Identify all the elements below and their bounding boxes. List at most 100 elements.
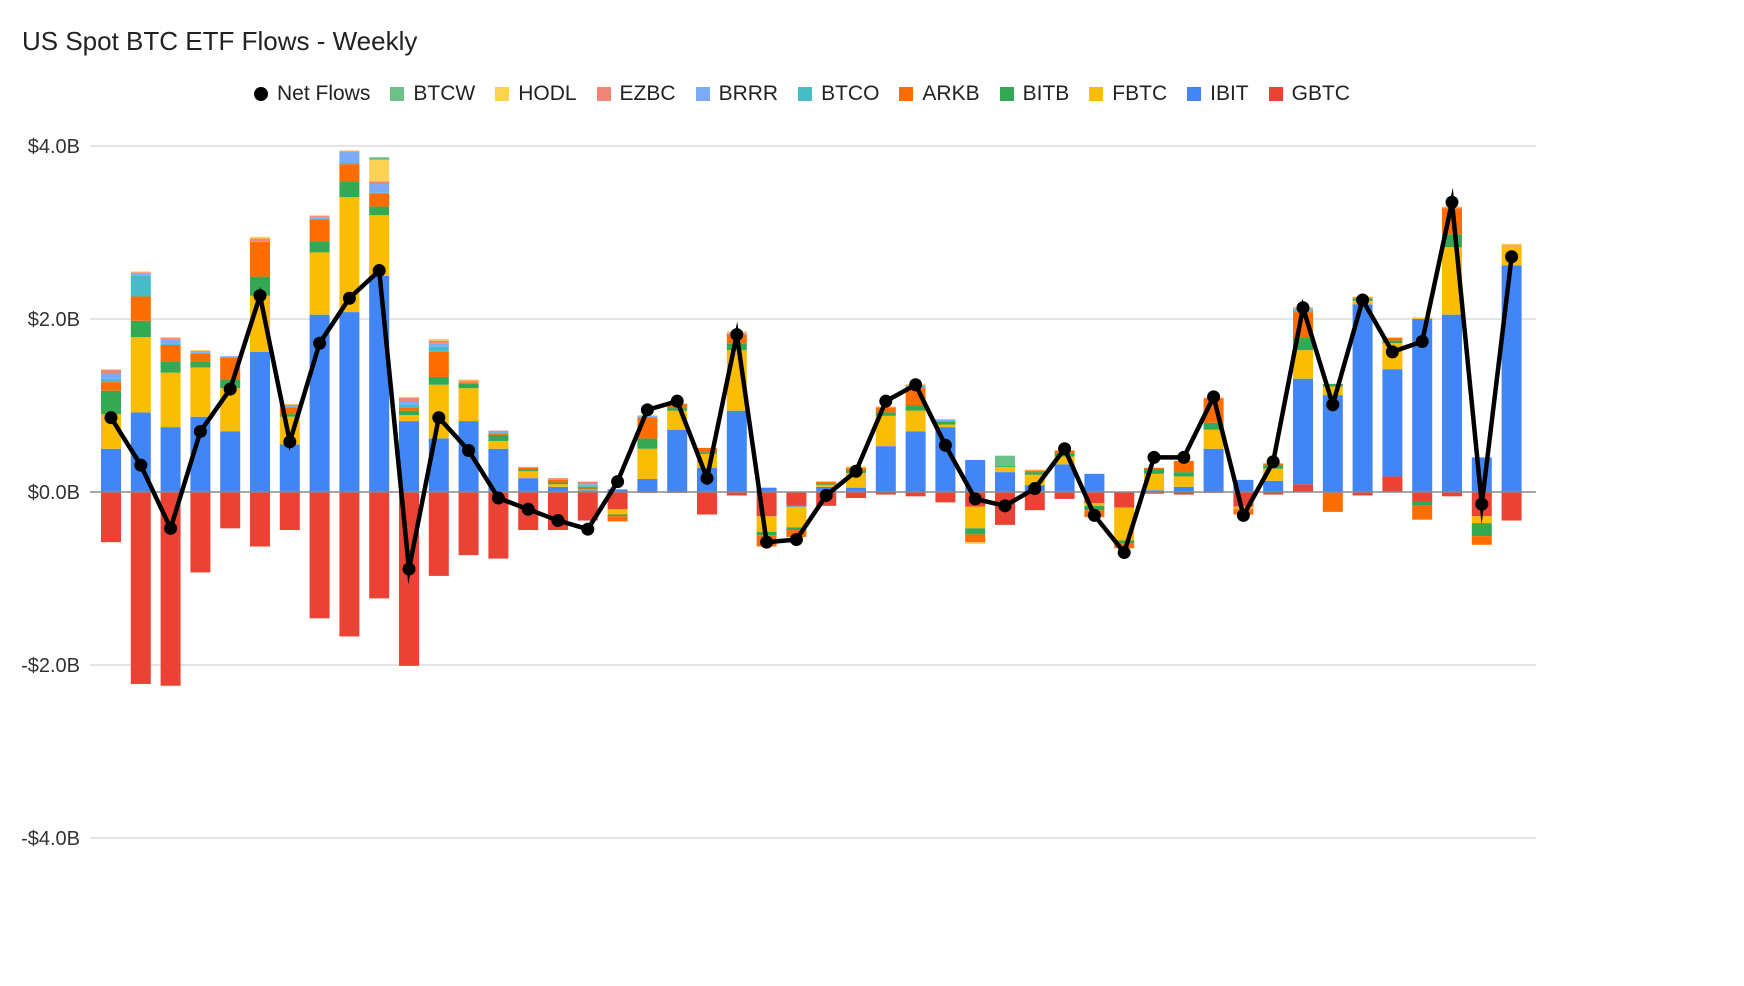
bar-segment-hodl[interactable] xyxy=(1024,469,1045,471)
bar-segment-hodl[interactable] xyxy=(1382,337,1403,339)
bar-stack-week-18[interactable] xyxy=(607,489,628,522)
bar-segment-gbtc[interactable] xyxy=(190,492,211,573)
bar-segment-fbtc[interactable] xyxy=(339,197,360,313)
net-flows-point[interactable] xyxy=(313,336,327,350)
bar-segment-arkb[interactable] xyxy=(518,467,539,470)
bar-segment-gbtc[interactable] xyxy=(935,492,956,503)
bar-segment-gbtc[interactable] xyxy=(726,492,747,496)
bar-segment-gbtc[interactable] xyxy=(1084,492,1105,504)
bar-stack-week-1[interactable] xyxy=(101,369,121,543)
bar-segment-ibit[interactable] xyxy=(607,489,628,492)
bar-segment-hodl[interactable] xyxy=(309,215,330,217)
bar-segment-ibit[interactable] xyxy=(786,504,807,507)
bar-stack-week-17[interactable] xyxy=(577,481,598,521)
bar-segment-arkb[interactable] xyxy=(428,351,449,377)
bar-segment-arkb[interactable] xyxy=(1412,505,1433,520)
net-flows-point[interactable] xyxy=(462,443,476,457)
bar-segment-ezbc[interactable] xyxy=(548,478,568,480)
bar-segment-gbtc[interactable] xyxy=(339,492,360,637)
bar-segment-arkb[interactable] xyxy=(875,407,896,413)
bar-segment-gbtc[interactable] xyxy=(1114,492,1135,508)
bar-segment-bitb[interactable] xyxy=(905,405,926,411)
net-flows-point[interactable] xyxy=(491,491,505,505)
bar-segment-ibit[interactable] xyxy=(1144,490,1164,492)
bar-segment-bitb[interactable] xyxy=(1114,540,1135,544)
bar-segment-ezbc[interactable] xyxy=(399,397,419,403)
bar-segment-bitb[interactable] xyxy=(965,528,986,535)
bar-segment-brrr[interactable] xyxy=(250,241,270,243)
bar-segment-arkb[interactable] xyxy=(488,433,509,435)
net-flows-point[interactable] xyxy=(402,562,416,576)
legend-item-bitb[interactable]: BITB xyxy=(999,82,1069,106)
bar-segment-brrr[interactable] xyxy=(488,431,509,433)
bar-segment-gbtc[interactable] xyxy=(875,492,896,495)
net-flows-point[interactable] xyxy=(760,535,774,549)
bar-segment-ibit[interactable] xyxy=(339,312,360,492)
bar-segment-ibit[interactable] xyxy=(995,472,1015,492)
bar-segment-hodl[interactable] xyxy=(458,379,479,381)
legend-item-btcw[interactable]: BTCW xyxy=(390,82,475,106)
bar-segment-hodl[interactable] xyxy=(190,350,211,352)
bar-stack-week-45[interactable] xyxy=(1412,317,1433,520)
legend-item-ezbc[interactable]: EZBC xyxy=(596,82,676,106)
bar-stack-week-9[interactable] xyxy=(339,150,360,637)
bar-segment-ezbc[interactable] xyxy=(250,238,270,242)
bar-segment-brrr[interactable] xyxy=(935,419,956,422)
legend-item-arkb[interactable]: ARKB xyxy=(899,82,980,106)
bar-segment-ezbc[interactable] xyxy=(130,272,151,274)
net-flows-point[interactable] xyxy=(1147,450,1161,464)
bar-segment-brrr[interactable] xyxy=(220,356,241,358)
bar-segment-arkb[interactable] xyxy=(965,534,986,543)
net-flows-point[interactable] xyxy=(1087,508,1101,522)
bar-segment-brrr[interactable] xyxy=(130,273,151,276)
bar-stack-week-48[interactable] xyxy=(1501,243,1522,521)
bar-segment-arkb[interactable] xyxy=(1173,460,1194,473)
net-flows-point[interactable] xyxy=(1117,546,1131,560)
bar-segment-ezbc[interactable] xyxy=(309,216,330,218)
bar-segment-hodl[interactable] xyxy=(428,338,449,341)
bar-segment-arkb[interactable] xyxy=(1144,467,1164,470)
bar-segment-ezbc[interactable] xyxy=(369,181,390,185)
bar-segment-bitb[interactable] xyxy=(309,241,330,253)
bar-segment-ibit[interactable] xyxy=(1173,486,1194,492)
bar-segment-fbtc[interactable] xyxy=(1024,474,1045,486)
bar-segment-hodl[interactable] xyxy=(369,159,390,182)
bar-segment-ezbc[interactable] xyxy=(428,340,449,344)
net-flows-point[interactable] xyxy=(1415,334,1429,348)
bar-segment-btco[interactable] xyxy=(369,192,390,194)
net-flows-point[interactable] xyxy=(789,533,803,547)
bar-segment-hodl[interactable] xyxy=(160,337,181,339)
bar-segment-brrr[interactable] xyxy=(339,152,360,163)
bar-segment-ibit[interactable] xyxy=(1084,473,1105,492)
net-flows-point[interactable] xyxy=(193,424,207,438)
bar-segment-fbtc[interactable] xyxy=(1293,350,1313,379)
bar-segment-fbtc[interactable] xyxy=(965,506,986,529)
bar-segment-ibit[interactable] xyxy=(846,487,866,492)
bar-segment-gbtc[interactable] xyxy=(1501,492,1522,521)
bar-segment-gbtc[interactable] xyxy=(458,492,479,556)
bar-segment-fbtc[interactable] xyxy=(309,252,330,315)
bar-segment-gbtc[interactable] xyxy=(1024,492,1045,511)
bar-segment-fbtc[interactable] xyxy=(1173,476,1194,487)
net-flows-point[interactable] xyxy=(283,435,297,449)
net-flows-point[interactable] xyxy=(223,382,237,396)
bar-segment-bitb[interactable] xyxy=(488,434,509,441)
bar-segment-gbtc[interactable] xyxy=(1352,492,1373,496)
bar-segment-arkb[interactable] xyxy=(190,353,211,362)
net-flows-point[interactable] xyxy=(521,502,535,516)
net-flows-point[interactable] xyxy=(342,291,356,305)
legend-item-btco[interactable]: BTCO xyxy=(798,82,879,106)
net-flows-point[interactable] xyxy=(1028,482,1042,496)
net-flows-point[interactable] xyxy=(700,471,714,485)
net-flows-point[interactable] xyxy=(1475,497,1489,511)
bar-segment-fbtc[interactable] xyxy=(995,466,1015,473)
bar-segment-ibit[interactable] xyxy=(1203,448,1224,492)
bar-segment-ibit[interactable] xyxy=(1293,378,1313,485)
bar-segment-btco[interactable] xyxy=(637,416,658,418)
bar-segment-brrr[interactable] xyxy=(577,484,598,486)
bar-segment-ibit[interactable] xyxy=(279,444,300,492)
bar-segment-bitb[interactable] xyxy=(1412,501,1433,506)
bar-segment-ezbc[interactable] xyxy=(518,466,539,468)
bar-segment-ibit[interactable] xyxy=(160,427,181,492)
bar-segment-arkb[interactable] xyxy=(816,481,837,485)
